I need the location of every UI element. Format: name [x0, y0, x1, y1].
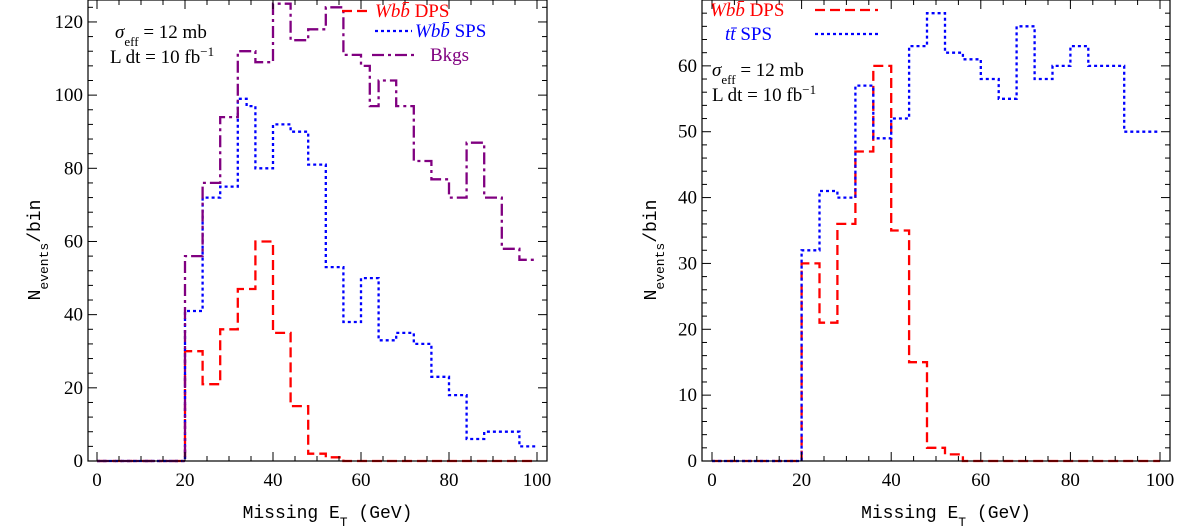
x-tick-label: 40 — [264, 470, 283, 491]
x-tick-label: 20 — [176, 470, 195, 491]
series-line-0 — [97, 240, 537, 463]
x-tick-label: 40 — [882, 470, 901, 491]
annotation-1: L dt = 10 fb−1 — [712, 82, 816, 107]
y-axis-title: Nevents/bin — [26, 200, 52, 301]
y-tick-label: 80 — [64, 158, 83, 179]
legend-label: Wbb̄ DPS — [710, 0, 784, 21]
y-tick-label: 100 — [55, 85, 84, 106]
chart-left: 0 20 40 60 80 100 0 20 40 60 80 100 120 Missing ET (G… — [26, 0, 551, 530]
y-tick-label: 60 — [678, 56, 697, 77]
chart-right: 0 20 40 60 80 100 0 10 20 30 40 50 60 Missing ET (GeV… — [642, 0, 1174, 530]
y-tick-label: 30 — [678, 253, 697, 274]
y-tick-label: 0 — [688, 451, 698, 472]
legend-label: Bkgs — [430, 45, 469, 66]
y-tick-label: 20 — [678, 319, 697, 340]
y-tick-label: 40 — [678, 188, 697, 209]
y-tick-label: 120 — [55, 12, 84, 33]
x-axis-title: Missing ET (GeV) — [243, 504, 413, 530]
plot-frame — [87, 0, 548, 462]
legend-label: Wbb̄ SPS — [415, 21, 486, 42]
series-line-0 — [712, 64, 1160, 463]
y-tick-label: 50 — [678, 122, 697, 143]
y-axis-title: Nevents/bin — [642, 200, 668, 301]
x-tick-label: 60 — [352, 470, 371, 491]
annotation-0: σeff = 12 mb — [115, 22, 207, 49]
legend-label: Wbb̄ DPS — [375, 1, 449, 22]
series-line-2 — [97, 2, 537, 463]
x-tick-label: 100 — [523, 470, 552, 491]
y-tick-label: 10 — [678, 385, 697, 406]
x-tick-label: 80 — [1061, 470, 1080, 491]
x-tick-label: 0 — [92, 470, 102, 491]
annotation-0: σeff = 12 mb — [712, 60, 804, 87]
x-tick-label: 60 — [971, 470, 990, 491]
x-tick-label: 80 — [440, 470, 459, 491]
y-tick-label: 40 — [64, 305, 83, 326]
series-line-1 — [712, 12, 1160, 463]
annotation-1: L dt = 10 fb−1 — [110, 44, 214, 69]
x-axis-title: Missing ET (GeV) — [861, 504, 1031, 530]
y-tick-label: 60 — [64, 231, 83, 252]
x-tick-label: 100 — [1146, 470, 1175, 491]
x-tick-label: 20 — [792, 470, 811, 491]
y-tick-label: 0 — [74, 451, 84, 472]
y-tick-label: 20 — [64, 378, 83, 399]
x-tick-label: 0 — [707, 470, 717, 491]
legend-label: tt̄ SPS — [725, 24, 772, 45]
series-line-1 — [97, 97, 537, 463]
